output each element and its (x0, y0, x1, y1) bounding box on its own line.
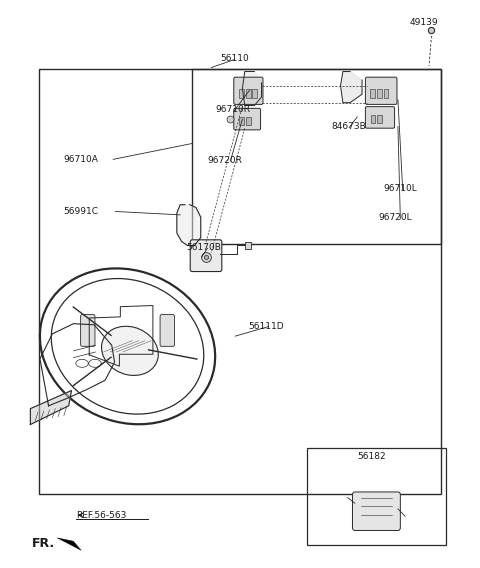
Bar (239, 89, 244, 98)
Text: 84673B: 84673B (331, 122, 366, 131)
Bar (377, 89, 382, 98)
Polygon shape (340, 72, 362, 103)
FancyBboxPatch shape (160, 315, 174, 346)
Bar (384, 89, 388, 98)
Bar (377, 115, 382, 123)
Ellipse shape (101, 326, 158, 375)
Text: FR.: FR. (32, 537, 55, 550)
Bar (39, 69, 441, 494)
FancyBboxPatch shape (81, 315, 95, 346)
FancyBboxPatch shape (234, 108, 261, 130)
Bar (239, 117, 244, 125)
FancyBboxPatch shape (234, 77, 263, 105)
Polygon shape (177, 204, 201, 245)
Text: 56111D: 56111D (249, 322, 284, 331)
Polygon shape (242, 72, 262, 106)
Bar (371, 115, 375, 123)
Text: 56170B: 56170B (186, 243, 221, 252)
Text: 56182: 56182 (357, 452, 386, 461)
Bar (370, 89, 375, 98)
Text: 96720R: 96720R (207, 156, 242, 165)
Bar (192, 69, 441, 244)
Bar (246, 117, 251, 125)
FancyBboxPatch shape (365, 77, 397, 105)
Text: 96710A: 96710A (63, 155, 98, 164)
Polygon shape (57, 538, 81, 550)
Text: 96710R: 96710R (215, 105, 250, 114)
Bar (307, 448, 446, 545)
FancyBboxPatch shape (190, 240, 222, 272)
Text: 96710L: 96710L (384, 184, 417, 193)
Text: 56991C: 56991C (63, 207, 98, 216)
Text: 49139: 49139 (410, 18, 439, 27)
Text: REF.56-563: REF.56-563 (76, 511, 127, 520)
Bar (245, 241, 252, 249)
Polygon shape (30, 391, 72, 424)
Text: 96720L: 96720L (379, 212, 412, 222)
Bar (252, 89, 257, 98)
Text: 56110: 56110 (220, 54, 249, 63)
FancyBboxPatch shape (352, 492, 400, 531)
Bar (246, 89, 251, 98)
FancyBboxPatch shape (365, 107, 395, 128)
